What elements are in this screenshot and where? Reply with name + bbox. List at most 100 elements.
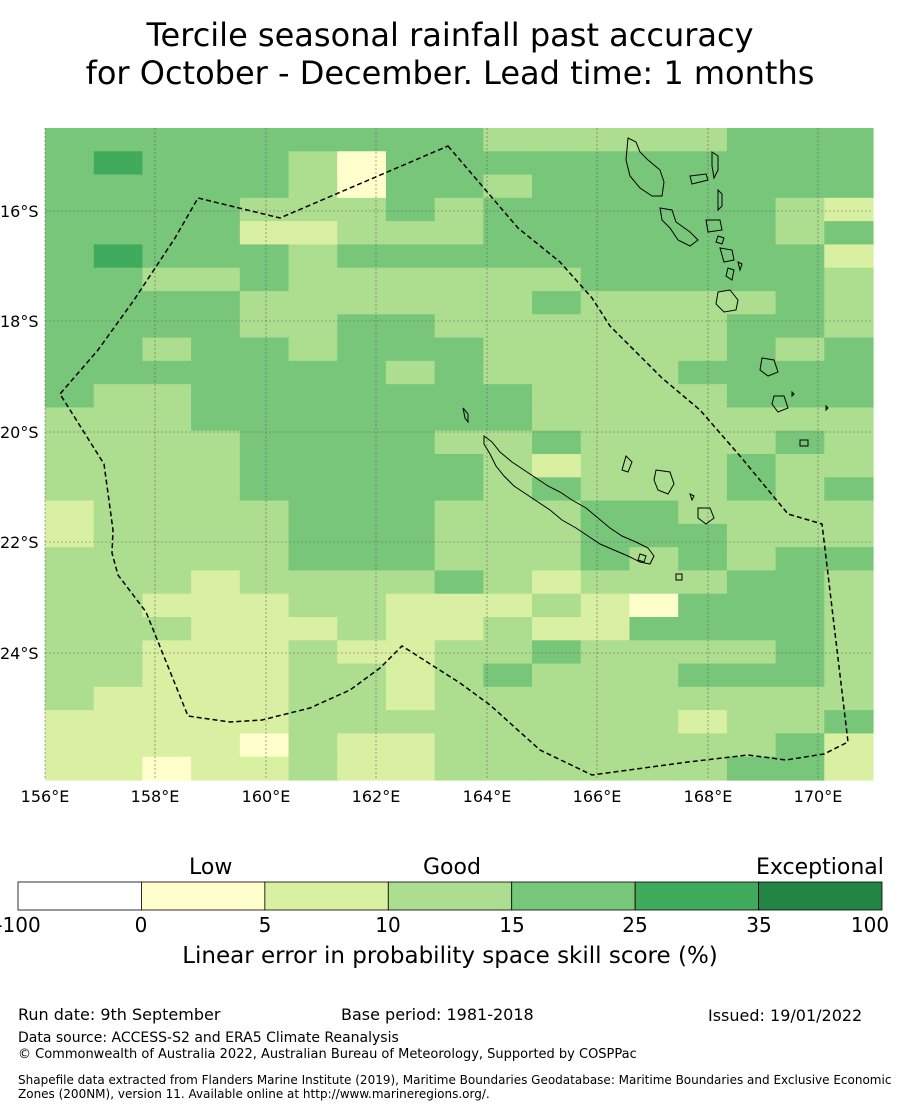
- grid-cell: [337, 756, 387, 781]
- grid-cell: [45, 174, 95, 199]
- grid-cell: [45, 617, 95, 641]
- grid-cell: [142, 547, 192, 572]
- grid-cell: [580, 337, 631, 362]
- grid-cell: [142, 337, 192, 362]
- lon-label-160e: 160°E: [241, 787, 291, 806]
- grid-cell: [191, 267, 241, 292]
- grid-cell: [726, 454, 777, 478]
- grid-cell: [532, 710, 582, 735]
- grid-cell: [775, 314, 825, 339]
- grid-cell: [726, 407, 777, 432]
- grid-cell: [239, 663, 290, 688]
- grid-cell: [580, 640, 631, 665]
- grid-cell: [239, 151, 290, 176]
- grid-cell: [337, 128, 387, 152]
- grid-cell: [337, 710, 387, 735]
- grid-cell: [824, 128, 874, 152]
- grid-cell: [824, 593, 874, 618]
- grid-cell: [629, 244, 679, 269]
- grid-cell: [580, 151, 631, 176]
- grid-cell: [239, 617, 290, 641]
- lon-label-162e: 162°E: [351, 787, 401, 806]
- grid-cell: [337, 523, 387, 548]
- grid-cell: [337, 640, 387, 665]
- grid-cell: [142, 593, 192, 618]
- grid-cell: [580, 500, 631, 525]
- skill-map: [44, 128, 874, 781]
- grid-cell: [288, 360, 338, 385]
- colorbar-swatch: [264, 881, 389, 911]
- grid-cell: [483, 640, 533, 665]
- grid-cell: [45, 733, 95, 758]
- grid-cell: [726, 756, 777, 781]
- grid-cell: [385, 454, 436, 478]
- grid-cell: [142, 221, 192, 246]
- grid-cell: [678, 733, 728, 758]
- grid-cell: [93, 337, 144, 362]
- grid-cell: [45, 663, 95, 688]
- lat-label-20s: 20°S: [0, 423, 39, 442]
- grid-cell: [678, 291, 728, 315]
- grid-cell: [239, 407, 290, 432]
- grid-cell: [239, 430, 290, 455]
- grid-cell: [191, 174, 241, 199]
- grid-cell: [239, 570, 290, 595]
- grid-cell: [337, 407, 387, 432]
- grid-cell: [239, 337, 290, 362]
- grid-cell: [532, 337, 582, 362]
- grid-cell: [191, 733, 241, 758]
- grid-cell: [824, 384, 874, 409]
- belep-islet: [462, 407, 469, 424]
- grid-cell: [142, 360, 192, 385]
- grid-cell: [532, 221, 582, 246]
- grid-cell: [434, 640, 484, 665]
- grid-cell: [93, 523, 144, 548]
- grid-cell: [191, 407, 241, 432]
- grid-cell: [337, 244, 387, 269]
- grid-cell: [824, 686, 874, 711]
- colorbar-title: Linear error in probability space skill …: [182, 943, 718, 969]
- grid-cell: [775, 384, 825, 409]
- grid-cell: [532, 547, 582, 572]
- grid-cell: [239, 174, 290, 199]
- grid-cell: [483, 244, 533, 269]
- grid-cell: [824, 221, 874, 246]
- grid-cell: [191, 291, 241, 315]
- grid-cell: [629, 221, 679, 246]
- grid-cell: [142, 384, 192, 409]
- lifou-island: [653, 469, 675, 495]
- graticule: [44, 128, 873, 780]
- grid-cell: [385, 267, 436, 292]
- grid-cell: [93, 151, 144, 176]
- grid-cell: [191, 128, 241, 152]
- grid-cell: [434, 710, 484, 735]
- grid-cell: [629, 407, 679, 432]
- grid-cell: [337, 337, 387, 362]
- grid-cell: [824, 523, 874, 548]
- grid-cell: [337, 174, 387, 199]
- grid-cell: [191, 663, 241, 688]
- grid-cell: [580, 477, 631, 502]
- grid-cell: [532, 663, 582, 688]
- grid-cell: [191, 640, 241, 665]
- grid-cell: [434, 733, 484, 758]
- grid-cell: [288, 477, 338, 502]
- grid-cell: [824, 710, 874, 735]
- grid-cell: [288, 617, 338, 641]
- grid-cell: [191, 756, 241, 781]
- grid-cell: [93, 430, 144, 455]
- tiny-islet-b: [825, 404, 829, 412]
- grid-cell: [775, 710, 825, 735]
- grid-cell: [337, 360, 387, 385]
- grid-cell: [45, 291, 95, 315]
- grid-cell: [824, 477, 874, 502]
- grid-cell: [629, 384, 679, 409]
- grid-cell: [93, 291, 144, 315]
- grid-cell: [483, 663, 533, 688]
- grid-cell: [288, 523, 338, 548]
- grid-cell: [824, 430, 874, 455]
- efate-island: [719, 247, 735, 263]
- grid-cell: [93, 570, 144, 595]
- grid-cell: [434, 570, 484, 595]
- grid-cell: [45, 547, 95, 572]
